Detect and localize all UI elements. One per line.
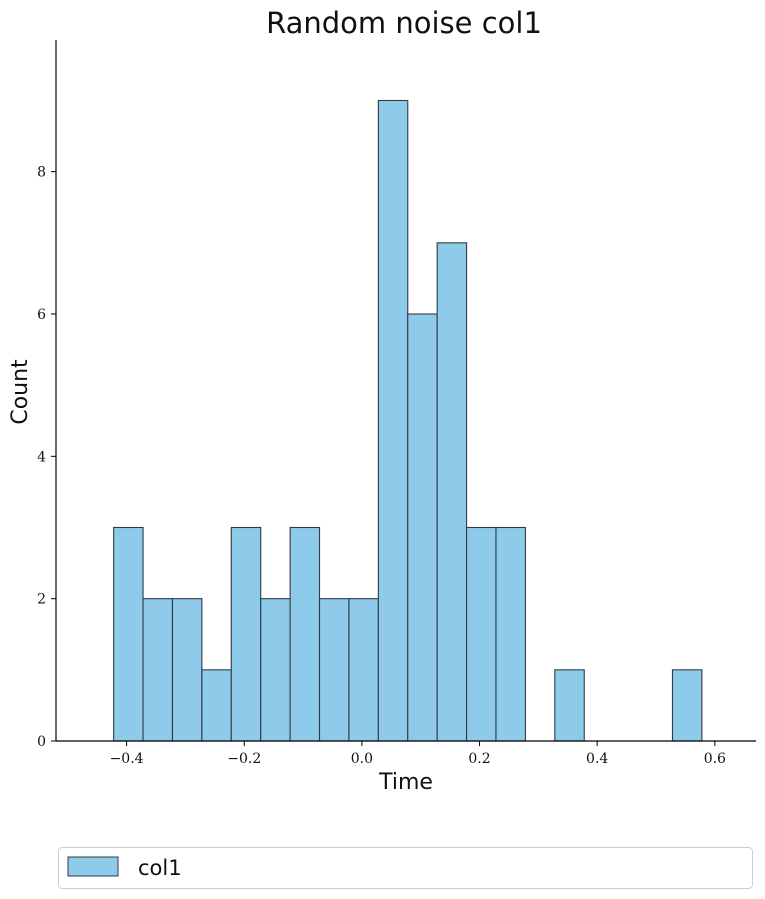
x-tick-label: 0.6 [704,751,726,767]
bars-layer [113,99,703,742]
histogram-bar [436,242,468,742]
histogram-bar [495,526,526,742]
histogram-bar [201,669,232,742]
y-axis-label: Count [8,359,33,425]
x-tick-label: 0.4 [586,751,608,767]
x-axis-label: Time [378,770,433,795]
histogram-bar [142,598,174,742]
chart-title: Random noise col1 [266,6,542,40]
histogram-bar [348,598,379,742]
histogram-bar [318,598,350,742]
histogram-bar [230,526,262,742]
y-tick-label: 0 [37,734,46,750]
histogram-bar [171,598,203,742]
legend-box [58,847,753,889]
histogram-bar [113,526,144,742]
histogram-bar [466,526,497,742]
histogram-bar [671,669,703,742]
x-ticks: −0.4 −0.2 0.0 0.2 0.4 0.6 [110,741,726,767]
y-ticks: 0 2 4 6 8 [37,165,56,750]
histogram-bar [260,598,291,742]
y-tick-label: 8 [37,165,46,181]
y-tick-label: 4 [37,449,46,465]
legend-swatch-col1 [67,856,119,877]
legend: col1 [58,847,753,889]
histogram-bar [377,99,409,742]
x-tick-label: 0.2 [468,751,490,767]
y-tick-label: 2 [37,592,46,608]
y-tick-label: 6 [37,307,46,323]
histogram-bar [554,669,585,742]
histogram-bar [407,313,438,742]
x-tick-label: −0.4 [110,751,144,767]
x-tick-label: −0.2 [227,751,261,767]
legend-label-col1: col1 [138,856,182,880]
x-tick-label: 0.0 [351,751,373,767]
histogram-bar [289,526,321,742]
